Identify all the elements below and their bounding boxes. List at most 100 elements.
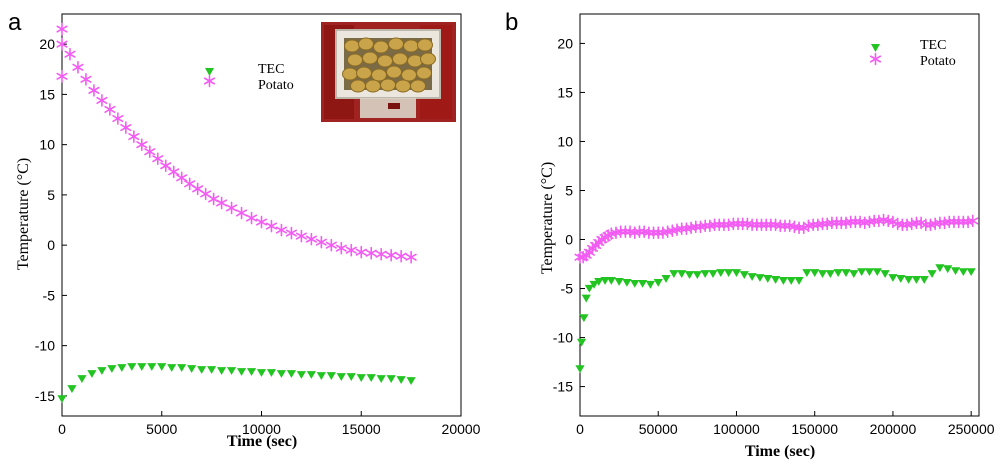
legend-potato-marker [869,52,882,66]
x-tick-label: 200000 [870,421,917,437]
data-point-tec [911,276,922,284]
data-point-tec [207,366,217,374]
data-point-tec [661,275,671,283]
data-point-tec [903,276,914,284]
data-point-tec [817,270,828,278]
data-point-tec [630,279,640,288]
potato-shape [403,39,419,53]
data-point-tec [888,274,898,282]
data-point-potato [934,216,946,230]
x-tick-label: 5000 [146,421,177,437]
y-tick-label: 10 [39,137,55,153]
panel-b-y-axis-label: Temperature (°C) [539,162,556,274]
data-point-potato [255,215,268,229]
x-tick-label: 20000 [442,421,481,437]
data-point-potato [64,47,76,61]
panel-a-series [56,22,417,404]
potato-shape [420,52,436,66]
data-point-tec [406,377,416,385]
data-point-potato [335,241,347,255]
potato-shape [373,40,389,54]
data-point-tec [864,268,875,277]
y-tick-label: 20 [557,35,573,51]
data-point-potato [807,218,819,232]
data-point-tec [614,277,624,286]
legend-potato-label: Potato [258,78,294,93]
inset-photo [321,22,456,122]
potato-shape [344,39,360,53]
data-point-potato [56,22,68,36]
y-tick-label: -15 [35,388,55,404]
data-point-tec [943,265,953,274]
data-point-tec [880,270,890,278]
data-point-tec [386,375,396,383]
data-point-potato [120,121,132,134]
data-point-tec [958,268,968,277]
potato-shape [401,68,417,82]
data-point-tec [67,385,77,394]
x-tick-label: 50000 [639,421,678,437]
data-point-potato [200,187,212,201]
data-point-potato [647,226,660,239]
data-point-potato [56,37,68,51]
potato-shape [386,65,402,79]
data-point-potato [104,103,116,116]
data-point-potato [56,70,68,83]
legend-tec-label: TEC [920,38,946,53]
data-point-potato [690,220,702,234]
data-point-tec [739,271,749,279]
legend-asterisk [203,74,216,88]
potato-shape [392,52,408,66]
data-point-tec [236,368,247,376]
x-tick-label: 15000 [342,421,381,437]
y-tick-label: 5 [565,182,573,198]
data-point-tec [217,367,227,375]
data-point-potato [275,223,288,237]
data-point-tec [857,268,867,277]
data-point-potato [265,219,278,233]
data-point-potato [849,215,861,229]
panel-b-x-ticks: 0 50000 100000 150000 200000 250000 [576,411,995,437]
data-point-tec [77,375,87,383]
data-point-tec [810,269,820,277]
data-point-potato [136,138,148,151]
data-point-tec [366,374,376,382]
data-point-potato [760,218,772,232]
panel-a-x-ticks: 0 5000 10000 15000 20000 [58,411,481,437]
data-point-tec [919,276,929,284]
potato-shape [416,66,432,80]
data-point-potato [652,226,664,239]
data-point-tec [966,268,976,277]
data-point-tec [167,364,177,372]
potato-shape [388,37,404,51]
data-point-potato [953,215,965,229]
data-point-tec [700,270,710,278]
data-point-potato [755,218,768,232]
data-point-potato [295,229,307,243]
potato-shape [380,78,396,92]
data-point-tec [584,284,594,293]
data-point-tec [276,370,287,378]
data-point-tec [950,267,961,276]
potato-shape [350,79,366,93]
data-point-tec [376,375,386,383]
potato-shape [407,54,423,68]
data-point-potato [718,218,730,232]
data-point-tec [645,280,656,289]
y-tick-label: 15 [39,86,55,102]
data-point-tec [589,280,599,289]
panel-b-series [574,213,979,374]
data-point-tec [825,270,835,278]
data-point-potato [405,250,417,264]
data-point-potato [285,226,297,240]
data-point-tec [841,269,851,277]
data-point-potato [128,130,140,143]
data-point-potato [385,248,397,262]
data-point-potato [615,225,627,238]
legend-tec-label: TEC [258,62,284,77]
data-point-potato [967,214,979,228]
potato-shape [371,68,387,82]
panel-a-y-axis-label: Temperature (°C) [15,158,32,270]
data-point-tec [296,371,306,379]
data-point-potato [192,182,204,196]
